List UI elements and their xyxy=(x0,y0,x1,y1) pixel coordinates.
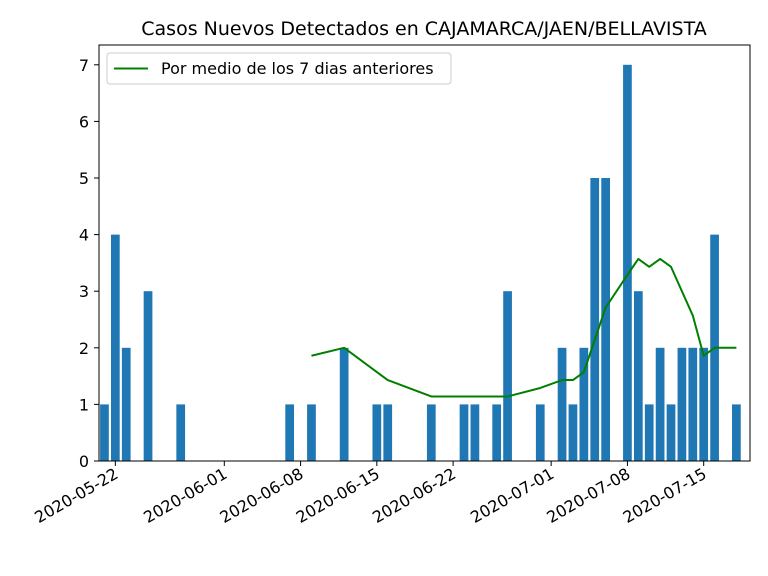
bar-2020-07-03 xyxy=(568,404,578,461)
bar-2020-05-21 xyxy=(100,404,109,461)
bar-2020-07-09 xyxy=(633,291,643,461)
bar-2020-07-08 xyxy=(623,64,632,461)
y-tick-label-4: 4 xyxy=(79,226,89,245)
y-tick-label-2: 2 xyxy=(79,339,89,358)
y-tick-label-3: 3 xyxy=(79,282,89,301)
x-tick-label-2020-07-01: 2020-07-01 xyxy=(467,464,557,527)
bar-2020-06-26 xyxy=(492,404,502,461)
x-tick-label-2020-07-08: 2020-07-08 xyxy=(543,464,633,527)
y-tick-label-7: 7 xyxy=(79,56,89,75)
bar-2020-07-04 xyxy=(579,347,589,461)
legend-box xyxy=(106,52,452,85)
bar-2020-07-18 xyxy=(732,404,741,461)
bar-2020-05-22 xyxy=(110,234,120,461)
bar-2020-05-23 xyxy=(121,347,131,461)
bar-2020-06-20 xyxy=(426,404,436,461)
y-tick-label-6: 6 xyxy=(79,112,89,131)
bar-2020-06-07 xyxy=(285,404,295,461)
bar-2020-07-14 xyxy=(688,347,698,461)
bar-2020-07-10 xyxy=(644,404,654,461)
y-tick-label-1: 1 xyxy=(79,395,89,414)
bar-2020-07-13 xyxy=(677,347,687,461)
bar-2020-05-28 xyxy=(176,404,186,461)
x-tick-label-2020-06-08: 2020-06-08 xyxy=(217,464,307,527)
bar-2020-06-30 xyxy=(535,404,545,461)
y-tick-label-0: 0 xyxy=(79,452,89,471)
bar-2020-06-16 xyxy=(383,404,393,461)
bar-2020-06-12 xyxy=(339,347,349,461)
bar-2020-07-05 xyxy=(590,178,600,461)
line-layer xyxy=(311,257,737,398)
bar-2020-06-27 xyxy=(503,291,512,461)
bar-2020-07-11 xyxy=(655,347,665,461)
chart-title: Casos Nuevos Detectados en CAJAMARCA/JAE… xyxy=(141,18,706,40)
bar-2020-07-02 xyxy=(557,347,567,461)
bar-2020-06-23 xyxy=(459,404,469,461)
series-line-0 xyxy=(311,257,737,398)
plot-frame xyxy=(98,44,751,462)
x-tick-label-2020-06-15: 2020-06-15 xyxy=(293,464,383,527)
legend-label: Por medio de los 7 dias anteriores xyxy=(161,59,434,78)
legend: Por medio de los 7 dias anteriores xyxy=(106,52,452,85)
x-tick-label-2020-06-01: 2020-06-01 xyxy=(140,464,230,527)
bar-2020-06-24 xyxy=(470,404,480,461)
x-tick-label-2020-05-22: 2020-05-22 xyxy=(31,464,121,527)
y-tick-label-5: 5 xyxy=(79,169,89,188)
bar-2020-07-15 xyxy=(699,347,709,461)
bar-2020-07-06 xyxy=(601,178,610,461)
bar-2020-05-25 xyxy=(143,291,153,461)
x-tick-label-2020-06-22: 2020-06-22 xyxy=(369,464,459,527)
bar-2020-06-09 xyxy=(307,404,316,461)
x-tick-label-2020-07-15: 2020-07-15 xyxy=(620,464,710,527)
bar-2020-06-15 xyxy=(372,404,382,461)
bar-2020-07-12 xyxy=(666,404,676,461)
